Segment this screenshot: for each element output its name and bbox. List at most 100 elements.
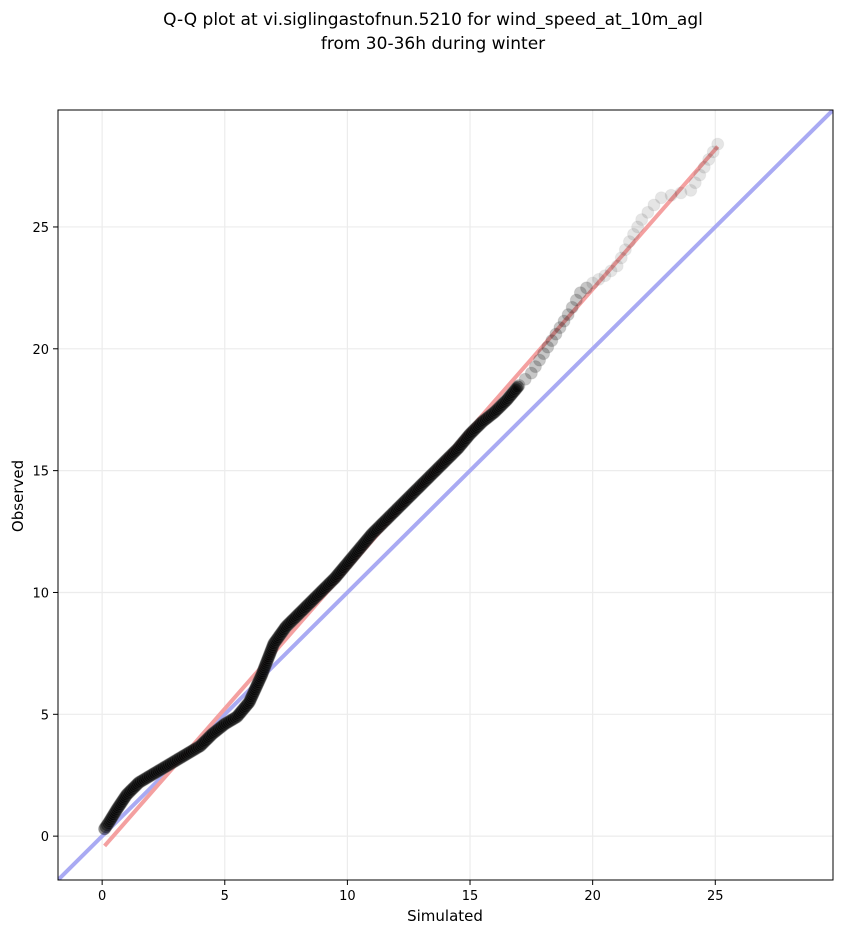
qq-point-169 <box>317 582 331 596</box>
y-tick-label-2: 10 <box>32 586 49 601</box>
qq-point-70 <box>201 731 215 745</box>
qq-point-32 <box>137 772 151 786</box>
qq-point-210 <box>369 523 383 537</box>
qq-point-224 <box>388 504 402 518</box>
qq-point-227 <box>392 500 406 514</box>
qq-point-242 <box>413 480 427 494</box>
qq-point-69 <box>200 732 214 746</box>
qq-point-170 <box>319 580 333 594</box>
qq-point-205 <box>362 530 376 544</box>
qq-point-10 <box>109 804 123 818</box>
qq-point-82 <box>220 716 234 730</box>
qq-point-31 <box>135 773 149 787</box>
qq-point-78 <box>213 721 227 735</box>
qq-point-77 <box>212 722 226 736</box>
qq-point-154 <box>297 602 311 616</box>
qq-point-277 <box>459 431 473 445</box>
qq-point-29 <box>132 776 146 790</box>
qq-point-225 <box>389 503 403 517</box>
qq-point-165 <box>312 587 326 601</box>
qq-point-132 <box>269 634 283 648</box>
qq-point-217 <box>379 513 393 527</box>
qq-point-136 <box>274 627 288 641</box>
qq-point-271 <box>452 440 466 454</box>
qq-point-39 <box>149 765 163 779</box>
qq-point-291 <box>478 412 492 426</box>
qq-point-2 <box>100 818 114 832</box>
qq-point-321 <box>537 347 551 361</box>
qq-point-143 <box>282 617 296 631</box>
qq-point-317 <box>518 372 532 386</box>
plot-frame <box>57 109 834 881</box>
qq-point-131 <box>268 635 282 649</box>
qq-point-30 <box>134 774 148 788</box>
qq-point-228 <box>394 499 408 513</box>
plot-area <box>57 109 834 881</box>
qq-point-177 <box>328 571 342 585</box>
qq-point-253 <box>428 465 442 479</box>
qq-point-221 <box>384 508 398 522</box>
qq-point-166 <box>313 586 327 600</box>
qq-point-300 <box>492 401 506 415</box>
qq-point-220 <box>383 509 397 523</box>
qq-point-139 <box>277 623 291 637</box>
qq-point-198 <box>354 540 368 554</box>
qq-point-125 <box>263 646 277 660</box>
qq-point-128 <box>265 640 279 654</box>
qq-point-45 <box>160 759 174 773</box>
qq-point-290 <box>477 414 491 428</box>
x-tick-label-1: 5 <box>221 889 229 904</box>
qq-point-145 <box>285 614 299 628</box>
qq-point-9 <box>108 806 122 820</box>
qq-point-147 <box>287 611 301 625</box>
qq-point-316 <box>512 378 526 392</box>
qq-point-301 <box>493 400 507 414</box>
qq-point-223 <box>387 505 401 519</box>
qq-point-207 <box>365 527 379 541</box>
qq-point-106 <box>249 681 263 695</box>
qq-point-260 <box>437 455 451 469</box>
qq-point-353 <box>706 145 720 159</box>
y-tick-label-1: 5 <box>41 708 49 723</box>
qq-point-167 <box>315 584 329 598</box>
qq-point-189 <box>343 553 357 567</box>
qq-point-306 <box>500 393 514 407</box>
qq-point-201 <box>358 536 372 550</box>
qq-point-279 <box>462 429 476 443</box>
x-axis-ticks: 0 5 10 15 20 25 <box>98 880 724 904</box>
qq-point-333 <box>592 272 606 286</box>
qq-point-41 <box>153 763 167 777</box>
qq-point-162 <box>308 591 322 605</box>
qq-point-246 <box>418 474 432 488</box>
qq-point-96 <box>240 698 254 712</box>
qq-point-149 <box>290 609 304 623</box>
qq-point-8 <box>107 808 121 822</box>
qq-point-272 <box>453 439 467 453</box>
qq-point-63 <box>191 740 205 754</box>
qq-point-292 <box>480 411 494 425</box>
qq-point-283 <box>467 423 481 437</box>
qq-point-211 <box>370 522 384 536</box>
qq-point-299 <box>490 402 504 416</box>
x-tick-label-0: 0 <box>98 889 106 904</box>
qq-point-206 <box>364 528 378 542</box>
qq-point-348 <box>684 183 698 197</box>
qq-point-122 <box>261 652 275 666</box>
qq-point-176 <box>327 572 341 586</box>
qq-point-152 <box>294 605 308 619</box>
qq-point-117 <box>257 661 271 675</box>
qq-point-314 <box>510 381 524 395</box>
qq-point-204 <box>361 531 375 545</box>
qq-point-192 <box>347 549 361 563</box>
qq-point-318 <box>524 366 538 380</box>
qq-point-113 <box>255 668 269 682</box>
qq-point-215 <box>376 516 390 530</box>
qq-point-134 <box>271 630 285 644</box>
qq-point-6 <box>105 811 119 825</box>
qq-point-17 <box>116 793 130 807</box>
qq-point-20 <box>120 788 134 802</box>
qq-point-268 <box>448 444 462 458</box>
qq-point-338 <box>618 243 632 257</box>
x-tick-label-2: 10 <box>339 889 356 904</box>
qq-point-114 <box>255 666 269 680</box>
